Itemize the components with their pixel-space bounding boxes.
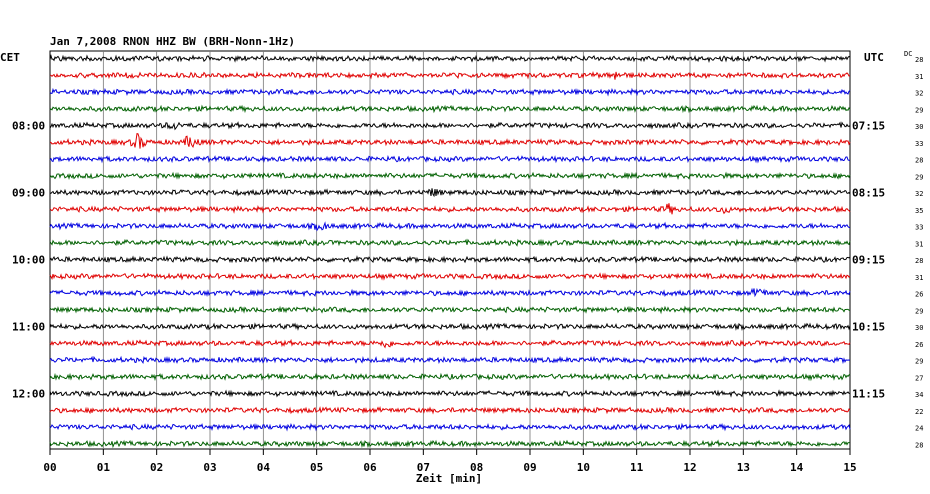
- cet-hour-label: 10:00: [12, 254, 45, 267]
- dc-value: 28: [915, 441, 923, 449]
- seismic-trace: [49, 372, 851, 382]
- dc-value: 29: [915, 106, 923, 114]
- x-tick-label: 08: [470, 461, 483, 474]
- x-tick-label: 12: [683, 461, 696, 474]
- dc-header: DC: [904, 50, 912, 58]
- seismic-trace: [49, 305, 851, 315]
- utc-hour-label: 10:15: [852, 321, 885, 334]
- x-tick-label: 06: [363, 461, 377, 474]
- dc-value: 33: [915, 140, 923, 148]
- dc-value: 31: [915, 274, 923, 282]
- seismic-trace: [49, 54, 851, 64]
- x-tick-label: 09: [523, 461, 536, 474]
- seismic-trace: [49, 221, 851, 232]
- seismic-trace: [49, 272, 851, 281]
- dc-value: 32: [915, 190, 923, 198]
- dc-value: 29: [915, 307, 923, 315]
- x-tick-label: 05: [310, 461, 323, 474]
- seismic-trace: [49, 422, 851, 432]
- dc-value: 26: [915, 291, 923, 299]
- utc-hour-label: 09:15: [852, 254, 885, 267]
- seismic-trace: [49, 439, 850, 449]
- dc-value: 29: [915, 173, 923, 181]
- x-axis-label: Zeit [min]: [416, 472, 482, 485]
- utc-hour-label: 11:15: [852, 388, 885, 401]
- seismic-trace: [49, 238, 851, 247]
- dc-value: 30: [915, 123, 923, 131]
- grid: [49, 50, 851, 455]
- seismic-trace: [49, 405, 851, 415]
- seismic-trace: [49, 121, 851, 131]
- dc-value: 27: [915, 374, 923, 382]
- utc-hour-label: 08:15: [852, 187, 885, 200]
- chart-title: Jan 7,2008 RNON HHZ BW (BRH-Nonn-1Hz): [50, 35, 295, 48]
- x-tick-label: 14: [790, 461, 804, 474]
- seismic-trace: [49, 389, 851, 398]
- dc-value: 29: [915, 358, 923, 366]
- x-tick-label: 10: [577, 461, 590, 474]
- seismic-trace: [49, 255, 851, 264]
- cet-hour-label: 11:00: [12, 321, 45, 334]
- labels: 00 01 02 03 04 05 06 07 08 09 10 11 12 13 14 15 28 31 32 29…: [12, 56, 923, 474]
- seismic-trace: [49, 338, 851, 349]
- seismic-trace: [49, 133, 851, 149]
- x-tick-label: 15: [843, 461, 856, 474]
- dc-value: 33: [915, 224, 923, 232]
- dc-value: 31: [915, 73, 923, 81]
- dc-value: 28: [915, 157, 923, 165]
- x-tick-label: 13: [737, 461, 750, 474]
- x-tick-label: 02: [150, 461, 163, 474]
- dc-value: 32: [915, 90, 923, 98]
- x-tick-label: 04: [257, 461, 271, 474]
- seismic-trace: [49, 355, 851, 365]
- dc-value: 30: [915, 324, 923, 332]
- cet-hour-label: 09:00: [12, 187, 45, 200]
- seismic-trace: [49, 154, 851, 164]
- utc-hour-label: 07:15: [852, 120, 885, 133]
- seismic-trace: [49, 87, 851, 97]
- dc-value: 35: [915, 207, 923, 215]
- x-tick-label: 03: [203, 461, 216, 474]
- seismic-trace: [49, 203, 851, 215]
- traces: [49, 54, 851, 449]
- x-tick-label: 07: [417, 461, 430, 474]
- plot-frame: [49, 50, 851, 450]
- cet-hour-label: 08:00: [12, 120, 45, 133]
- x-tick-label: 01: [97, 461, 111, 474]
- seismic-trace: [49, 171, 851, 181]
- left-axis-label: CET: [0, 51, 20, 64]
- x-tick-label: 11: [630, 461, 644, 474]
- seismic-trace: [49, 287, 851, 298]
- seismic-trace: [49, 104, 851, 114]
- dc-value: 26: [915, 341, 923, 349]
- seismic-trace: [49, 70, 851, 80]
- right-axis-label: UTC: [864, 51, 884, 64]
- dc-value: 22: [915, 408, 923, 416]
- dc-value: 24: [915, 425, 923, 433]
- seismic-trace: [49, 188, 851, 198]
- dc-value: 31: [915, 240, 923, 248]
- x-tick-label: 00: [43, 461, 56, 474]
- dc-value: 28: [915, 257, 923, 265]
- cet-hour-label: 12:00: [12, 388, 45, 401]
- dc-value: 34: [915, 391, 923, 399]
- dc-value: 28: [915, 56, 923, 64]
- seismic-trace: [49, 322, 851, 331]
